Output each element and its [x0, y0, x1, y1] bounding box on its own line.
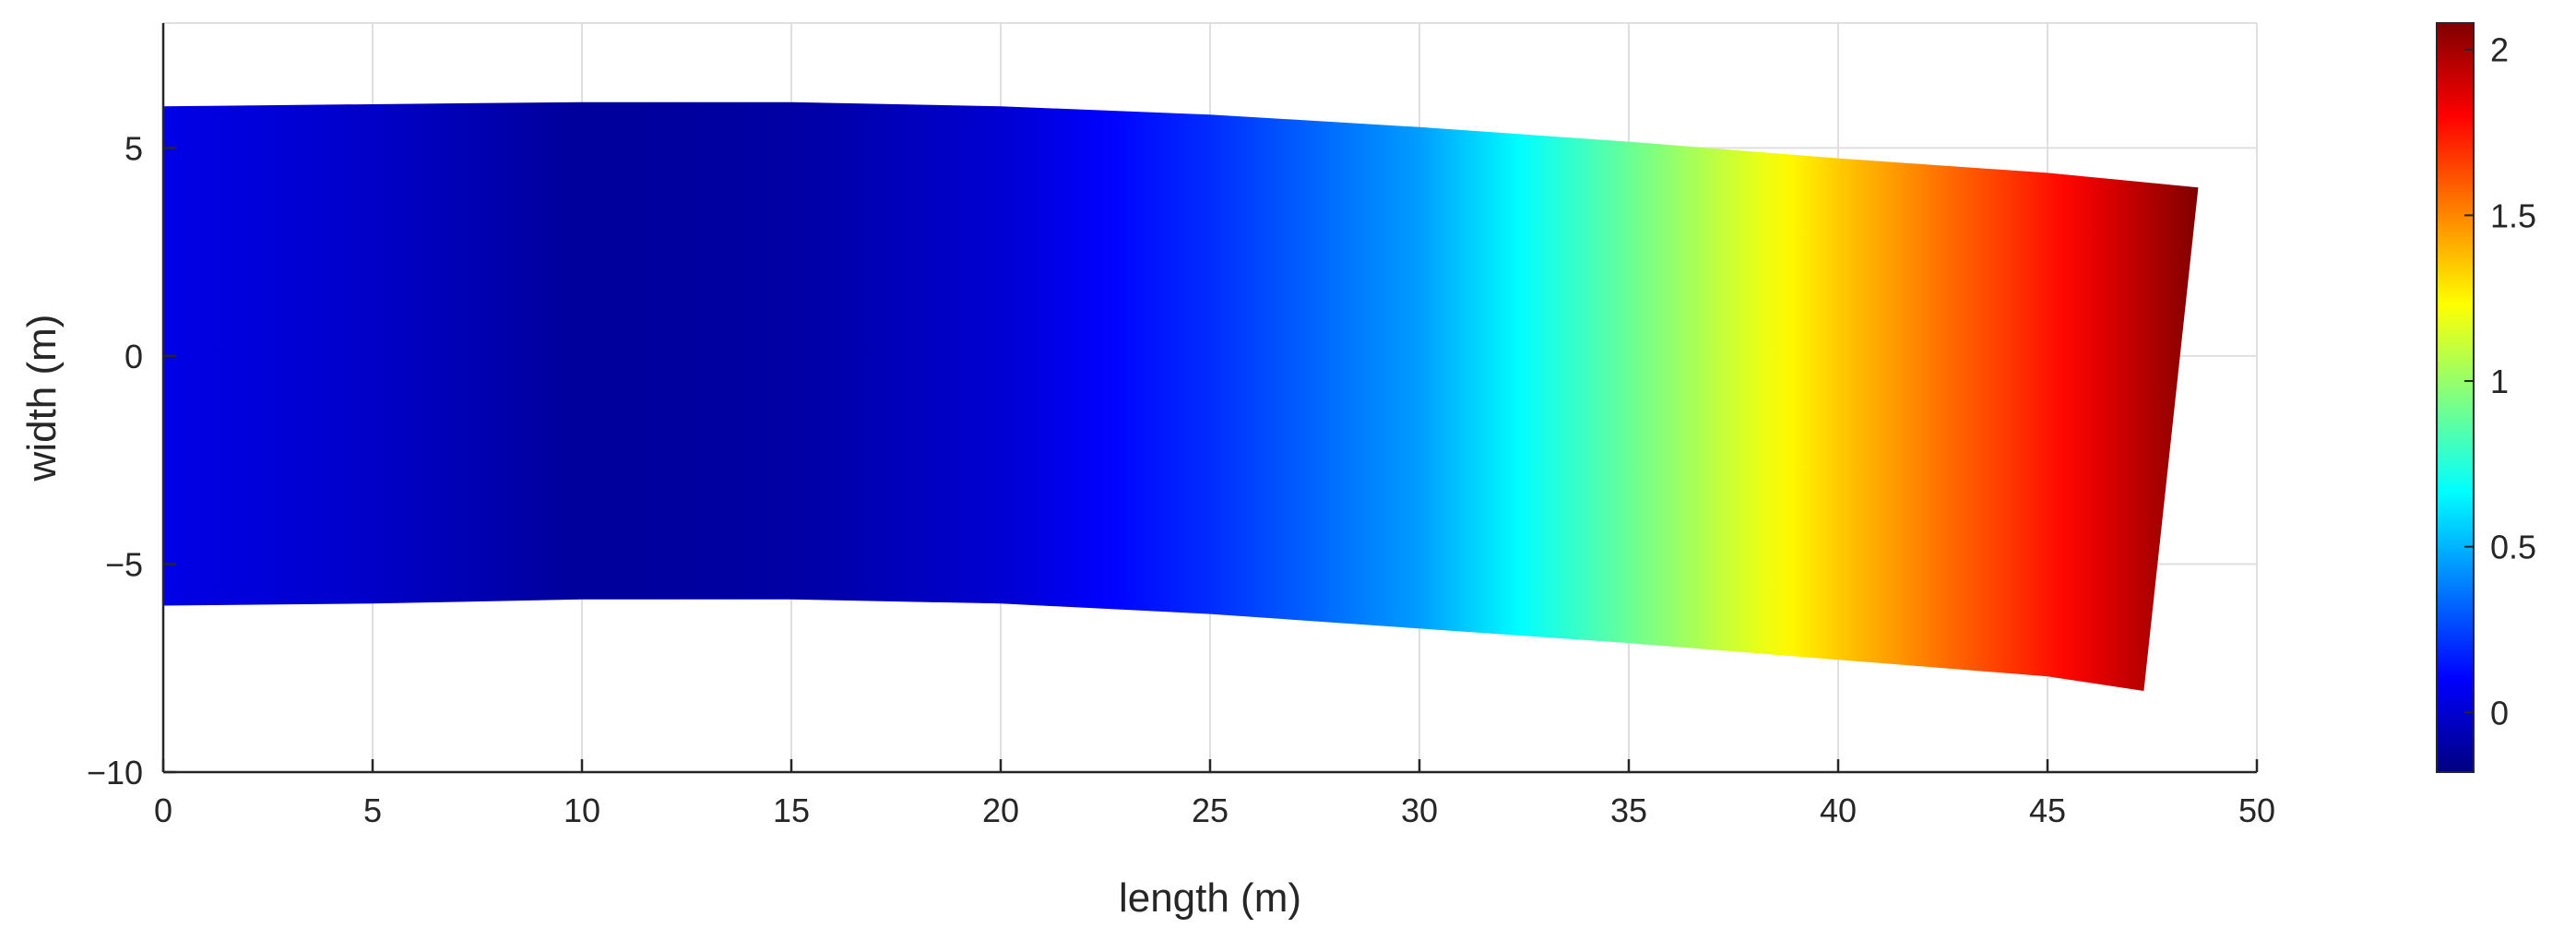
x-tick-label: 10 [564, 791, 600, 829]
colorbar-gradient [2436, 22, 2475, 773]
x-axis-label: length (m) [1119, 875, 1301, 921]
x-tick-labels: 0 5 10 15 20 25 30 35 40 45 50 [154, 791, 2275, 829]
x-tick-label: 35 [1610, 791, 1647, 829]
y-tick-label: −10 [87, 754, 143, 791]
x-tick-label: 20 [982, 791, 1019, 829]
y-axis-label: width (m) [19, 315, 65, 482]
colorbar: 0 0.5 1 1.5 2 [2436, 22, 2536, 773]
x-tick-label: 0 [154, 791, 172, 829]
x-tick-label: 40 [1820, 791, 1857, 829]
axes [161, 23, 2259, 774]
colorbar-tick-label: 1 [2490, 363, 2509, 400]
x-tick-label: 45 [2029, 791, 2066, 829]
colorbar-ticks: 0 0.5 1 1.5 2 [2464, 31, 2536, 732]
colorbar-tick-label: 2 [2490, 31, 2509, 69]
y-tick-label: 5 [125, 129, 143, 167]
y-tick-label: −5 [105, 545, 143, 583]
y-tick-labels: −10 −5 0 5 [87, 129, 143, 791]
y-tick-label: 0 [125, 338, 143, 375]
x-tick-label: 50 [2238, 791, 2275, 829]
x-tick-label: 30 [1401, 791, 1438, 829]
x-tick-label: 25 [1192, 791, 1229, 829]
colorbar-tick-label: 0 [2490, 694, 2509, 732]
contour-field [163, 101, 2199, 692]
colorbar-tick-label: 1.5 [2490, 196, 2536, 234]
deformed-plate-shape [163, 101, 2199, 692]
x-tick-label: 5 [363, 791, 382, 829]
x-tick-label: 15 [773, 791, 810, 829]
colorbar-tick-label: 0.5 [2490, 529, 2536, 566]
